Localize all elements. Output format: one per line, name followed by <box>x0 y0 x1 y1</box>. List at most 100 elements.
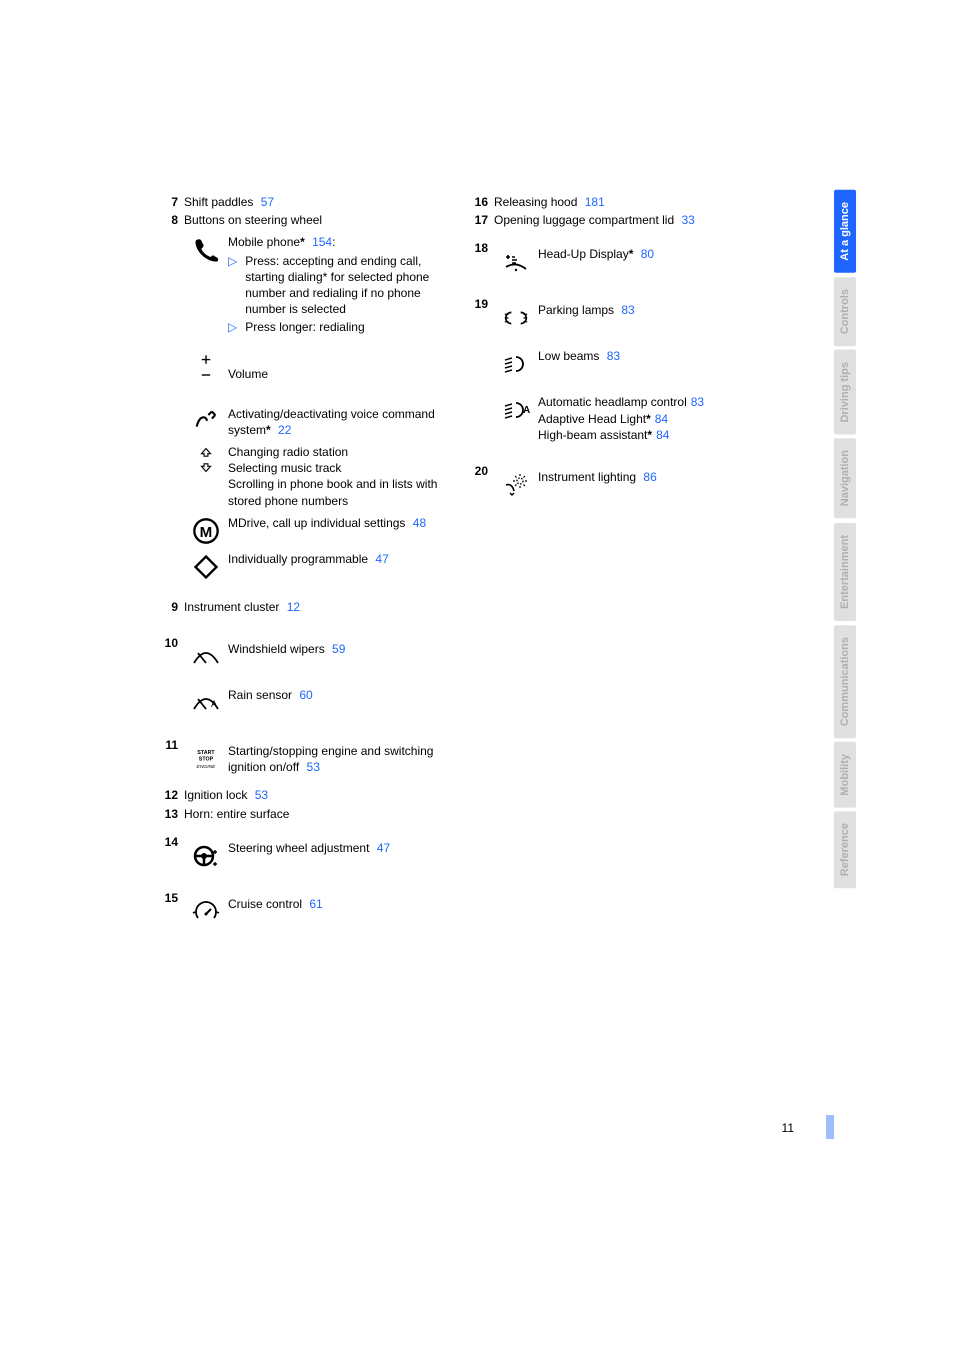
instrument-lighting-icon <box>494 469 538 499</box>
bullet-triangle-icon: ▷ <box>228 319 237 335</box>
parking-lamps-icon <box>494 302 538 332</box>
cruise-control-icon <box>184 896 228 926</box>
auto-headlamp-icon: A <box>494 394 538 443</box>
item-number: 9 <box>158 599 178 615</box>
svg-text:START: START <box>197 750 215 756</box>
instrument-lighting-text: Instrument lighting 86 <box>538 469 758 499</box>
svg-text:M: M <box>200 524 213 541</box>
item-12: 12 Ignition lock 53 <box>158 787 448 803</box>
page-ref-link[interactable]: 33 <box>681 213 694 227</box>
tab-entertainment[interactable]: Entertainment <box>834 523 856 621</box>
page: 7 Shift paddles 57 8 Buttons on steering… <box>0 0 954 1351</box>
item-number: 16 <box>468 194 488 210</box>
item-11: 11 STARTSTOPENGINE Starting/stopping eng… <box>158 737 448 775</box>
item-text: Opening luggage compartment lid 33 <box>494 212 758 228</box>
item-text: Buttons on steering wheel <box>184 212 448 228</box>
svg-text:A: A <box>523 405 530 416</box>
page-ref-link[interactable]: 154 <box>312 235 332 249</box>
item-number: 18 <box>468 240 488 276</box>
page-ref-link[interactable]: 48 <box>413 516 426 530</box>
tab-at-a-glance[interactable]: At a glance <box>834 190 856 273</box>
item-number: 20 <box>468 463 488 499</box>
phone-icon <box>184 234 228 335</box>
item-number: 10 <box>158 635 178 717</box>
tab-reference[interactable]: Reference <box>834 811 856 888</box>
page-ref-link[interactable]: 22 <box>278 423 291 437</box>
tab-navigation[interactable]: Navigation <box>834 438 856 518</box>
page-ref-link[interactable]: 59 <box>332 642 345 656</box>
item-9: 9 Instrument cluster 12 <box>158 599 448 615</box>
page-ref-link[interactable]: 86 <box>643 470 656 484</box>
voice-text: Activating/deactivating voice command sy… <box>228 406 448 438</box>
item-number: 13 <box>158 806 178 822</box>
diamond-icon <box>184 551 228 581</box>
item-text: Releasing hood 181 <box>494 194 758 210</box>
volume-row: Volume <box>184 352 448 382</box>
item-text: Horn: entire surface <box>184 806 448 822</box>
page-ref-link[interactable]: 83 <box>621 303 634 317</box>
page-ref-link[interactable]: 53 <box>307 760 320 774</box>
bullet-press-longer: ▷ Press longer: redialing <box>228 319 448 335</box>
bullet-text: Press: accepting and ending call, starti… <box>245 253 448 318</box>
item-15: 15 Cruise control 61 <box>158 890 448 926</box>
tab-driving-tips[interactable]: Driving tips <box>834 350 856 435</box>
steering-adjust-icon <box>184 840 228 870</box>
page-ref-link[interactable]: 53 <box>255 788 268 802</box>
page-ref-link[interactable]: 83 <box>607 349 620 363</box>
rain-text: Rain sensor 60 <box>228 687 448 717</box>
page-ref-link[interactable]: 84 <box>655 412 668 426</box>
item-8: 8 Buttons on steering wheel <box>158 212 448 228</box>
item-14: 14 Steering wheel adjustment 47 <box>158 834 448 870</box>
parking-text: Parking lamps 83 <box>538 302 758 332</box>
item-number: 14 <box>158 834 178 870</box>
item-number: 8 <box>158 212 178 228</box>
low-beam-icon <box>494 348 538 378</box>
item-19: 19 Parking lamps 83 <box>468 296 758 443</box>
startstop-text: Starting/stopping engine and switching i… <box>228 743 448 775</box>
up-down-arrow-icon <box>184 444 228 509</box>
steering-text: Steering wheel adjustment 47 <box>228 840 448 870</box>
svg-text:ENGINE: ENGINE <box>197 764 217 770</box>
item-13: 13 Horn: entire surface <box>158 806 448 822</box>
programmable-row: Individually programmable 47 <box>184 551 448 581</box>
start-stop-engine-icon: STARTSTOPENGINE <box>184 743 228 775</box>
auto-headlamp-text: Automatic headlamp control83 Adaptive He… <box>538 394 758 443</box>
page-ref-link[interactable]: 84 <box>656 428 669 442</box>
mdrive-row: M MDrive, call up individual settings 48 <box>184 515 448 545</box>
cruise-text: Cruise control 61 <box>228 896 448 926</box>
voice-icon <box>184 406 228 438</box>
item-20: 20 Instrument lighting 86 <box>468 463 758 499</box>
tab-communications[interactable]: Communications <box>834 625 856 738</box>
svg-text:A: A <box>211 699 217 709</box>
item-text: Ignition lock 53 <box>184 787 448 803</box>
page-number: 11 <box>782 1121 794 1135</box>
tab-mobility[interactable]: Mobility <box>834 742 856 808</box>
bullet-text: Press longer: redialing <box>245 319 448 335</box>
page-ref-link[interactable]: 12 <box>287 600 300 614</box>
left-column: 7 Shift paddles 57 8 Buttons on steering… <box>158 194 448 928</box>
item-text: Instrument cluster 12 <box>184 599 448 615</box>
volume-text: Volume <box>228 352 448 382</box>
page-ref-link[interactable]: 47 <box>377 841 390 855</box>
two-columns: 7 Shift paddles 57 8 Buttons on steering… <box>158 194 758 928</box>
item-number: 7 <box>158 194 178 210</box>
mobile-phone-row: Mobile phone* 154: ▷ Press: accepting an… <box>184 234 448 335</box>
section-tabs: At a glance Controls Driving tips Naviga… <box>834 190 858 893</box>
item-number: 19 <box>468 296 488 443</box>
page-ref-link[interactable]: 181 <box>585 195 605 209</box>
page-ref-link[interactable]: 47 <box>375 552 388 566</box>
page-ref-link[interactable]: 80 <box>641 247 654 261</box>
item-18: 18 Head-Up Display* 80 <box>468 240 758 276</box>
page-ref-link[interactable]: 60 <box>299 688 312 702</box>
page-ref-link[interactable]: 57 <box>261 195 274 209</box>
item-number: 11 <box>158 737 178 775</box>
page-ref-link[interactable]: 61 <box>309 897 322 911</box>
page-ref-link[interactable]: 83 <box>691 395 704 409</box>
page-number-bar <box>826 1115 834 1139</box>
bullet-triangle-icon: ▷ <box>228 253 237 318</box>
tab-controls[interactable]: Controls <box>834 277 856 346</box>
item-number: 15 <box>158 890 178 926</box>
programmable-text: Individually programmable 47 <box>228 551 448 581</box>
item-10: 10 Windshield wipers 59 <box>158 635 448 717</box>
svg-text:STOP: STOP <box>199 757 214 763</box>
